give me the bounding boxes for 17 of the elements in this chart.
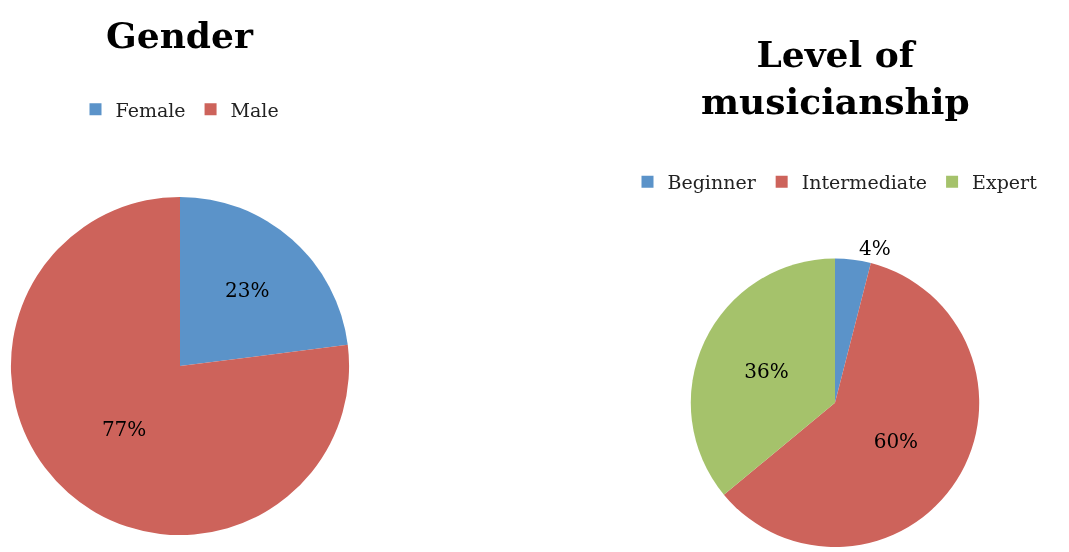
pie-slice — [180, 196, 348, 366]
pie-slice — [11, 196, 350, 535]
data-label: 23% — [225, 277, 270, 302]
legend-label: Female — [115, 98, 186, 121]
legend-label: Beginner — [667, 171, 757, 194]
data-label: 60% — [873, 429, 919, 454]
data-label: 36% — [744, 358, 789, 383]
pie-slice — [835, 258, 871, 403]
chart-title: Level of musicianship — [701, 33, 970, 122]
pie-slice — [723, 263, 980, 547]
legend-label: Intermediate — [801, 171, 928, 194]
data-label: 77% — [101, 417, 147, 442]
pie-slice — [691, 258, 835, 495]
chart-title: Gender — [106, 14, 254, 56]
data-label: 4% — [859, 235, 891, 260]
legend-label: Expert — [972, 171, 1038, 194]
legend-label: Male — [230, 98, 279, 121]
